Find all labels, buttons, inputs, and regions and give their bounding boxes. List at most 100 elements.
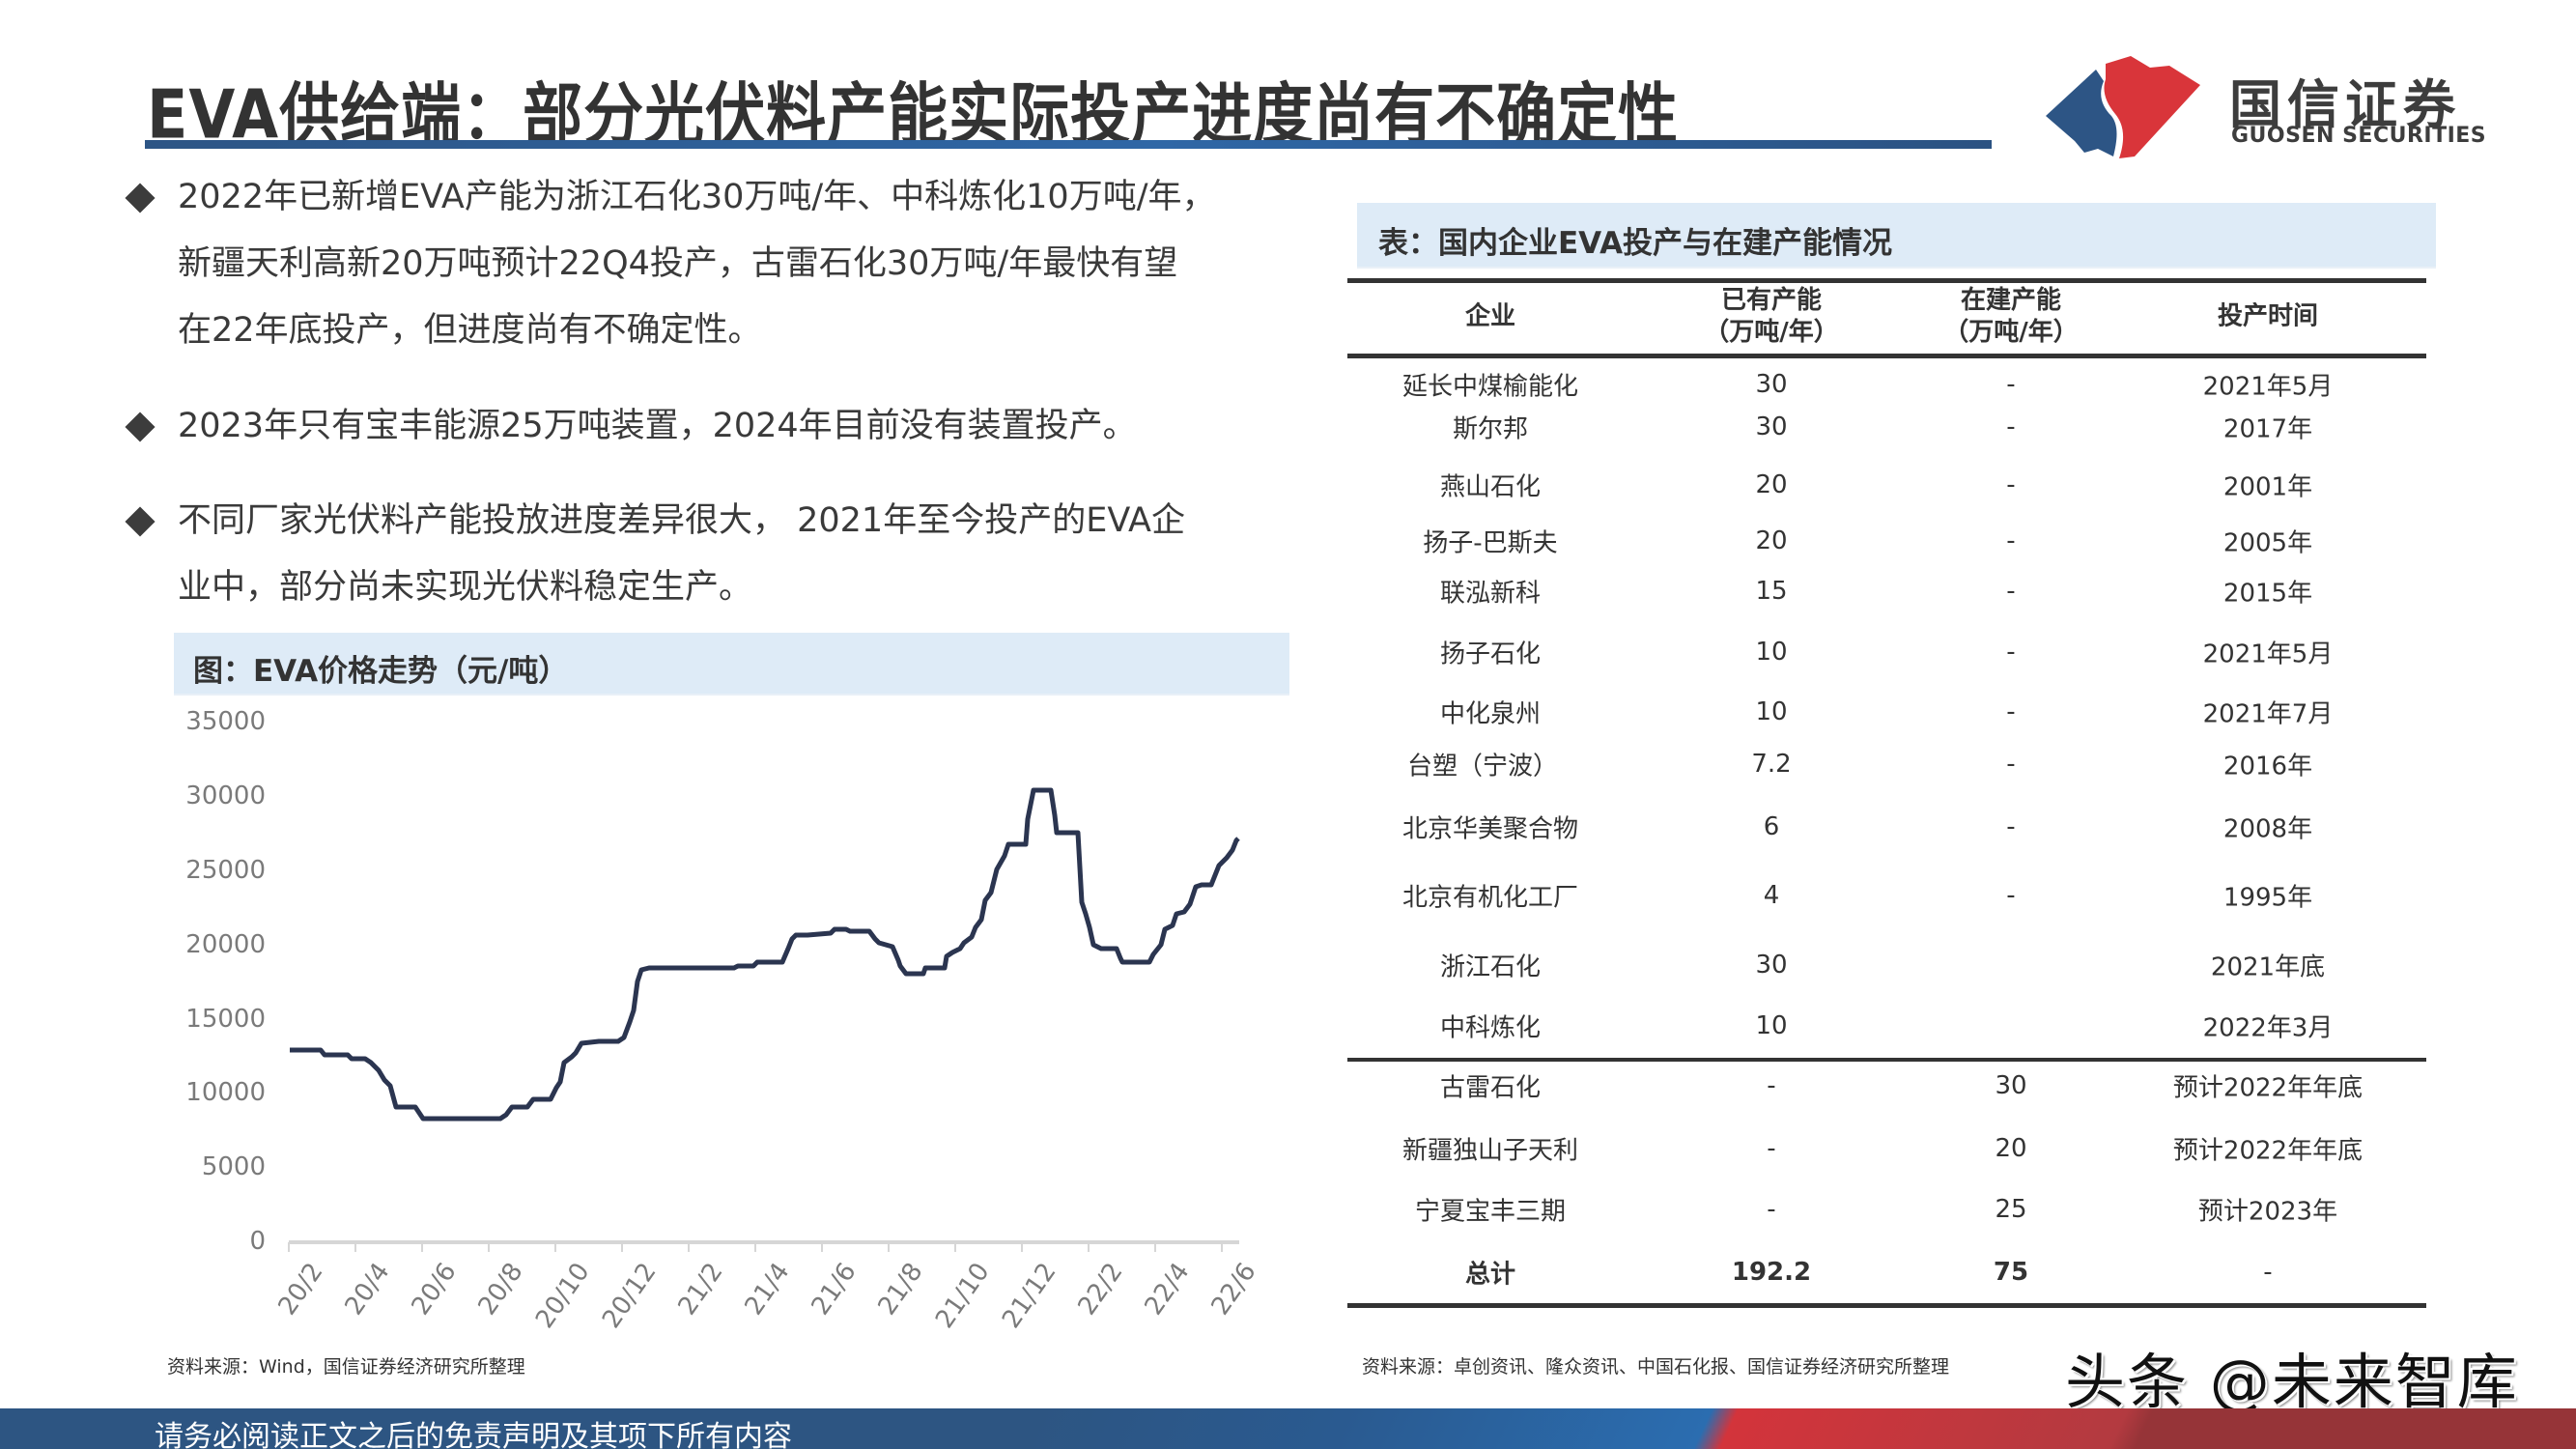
- x-tick: 20/10: [530, 1258, 596, 1334]
- y-tick: 20000: [185, 930, 266, 959]
- cell-time: 2021年5月: [2202, 639, 2334, 669]
- cell-building: -: [2006, 697, 2016, 726]
- cell-existing: -: [1767, 1195, 1776, 1224]
- x-axis-ticks: [288, 1242, 1223, 1252]
- cell-time: 2022年3月: [2202, 1013, 2334, 1043]
- x-tick: 21/8: [872, 1258, 929, 1321]
- cell-time: 预计2023年: [2197, 1197, 2338, 1227]
- bullet-2: 2023年只有宝丰能源25万吨装置，2024年目前没有装置投产。: [125, 393, 1308, 460]
- cell-company: 浙江石化: [1439, 952, 1542, 982]
- chart-plot-area: [288, 787, 1240, 1252]
- table-header-rule: [1347, 354, 2426, 358]
- table-caption: 表：国内企业EVA投产与在建产能情况: [1378, 226, 1893, 261]
- cell-building: -: [2006, 881, 2016, 910]
- bullet-1: 2022年已新增EVA产能为浙江石化30万吨/年、中科炼化10万吨/年， 新疆天…: [125, 164, 1308, 364]
- cell-company: 宁夏宝丰三期: [1414, 1197, 1567, 1227]
- bullet-line: 新疆天利高新20万吨预计22Q4投产，古雷石化30万吨/年最快有望: [178, 244, 1178, 283]
- title-underline: [145, 140, 1992, 149]
- cell-existing: 10: [1755, 697, 1788, 726]
- cell-time: 预计2022年年底: [2172, 1136, 2364, 1166]
- cell-existing: 20: [1755, 470, 1788, 499]
- bullet-line: 在22年底投产，但进度尚有不确定性。: [178, 311, 762, 350]
- cell-total-time: -: [2263, 1258, 2273, 1287]
- bullet-line: 2022年已新增EVA产能为浙江石化30万吨/年、中科炼化10万吨/年，: [178, 178, 1216, 216]
- cell-time: 2008年: [2222, 814, 2313, 844]
- col-header-existing: 已有产能 （万吨/年）: [1704, 286, 1839, 347]
- cell-building: 20: [1995, 1134, 2027, 1163]
- cell-time: 预计2022年年底: [2172, 1073, 2364, 1103]
- cell-building: -: [2006, 412, 2016, 441]
- footer-disclaimer: 请务必阅读正文之后的免责声明及其项下所有内容: [155, 1420, 792, 1449]
- cell-existing: 30: [1755, 412, 1788, 441]
- cell-company: 北京有机化工厂: [1401, 883, 1579, 913]
- cell-time: 2017年: [2222, 414, 2313, 444]
- x-tick: 21/10: [930, 1258, 996, 1334]
- cell-company: 燕山石化: [1439, 472, 1542, 502]
- cell-company: 新疆独山子天利: [1401, 1136, 1579, 1166]
- cell-company: 斯尔邦: [1452, 414, 1529, 444]
- cell-company: 中科炼化: [1439, 1013, 1542, 1043]
- cell-time: 2021年5月: [2202, 372, 2334, 402]
- bullet-line: 2023年只有宝丰能源25万吨装置，2024年目前没有装置投产。: [178, 407, 1137, 445]
- cell-existing: 6: [1763, 812, 1780, 841]
- x-tick: 22/4: [1139, 1258, 1196, 1321]
- cell-existing: 30: [1755, 951, 1788, 980]
- cell-time: 2021年底: [2210, 952, 2326, 982]
- bullet-line: 不同厂家光伏料产能投放进度差异很大， 2021年至今投产的EVA企: [178, 501, 1185, 540]
- cell-building: -: [2006, 370, 2016, 399]
- table-bottom-rule: [1347, 1303, 2426, 1308]
- watermark: 头条 @未来智库: [2065, 1347, 2519, 1417]
- figure-caption: 图：EVA价格走势（元/吨）: [193, 654, 569, 689]
- y-tick: 15000: [185, 1005, 266, 1034]
- cell-time: 2021年7月: [2202, 699, 2334, 729]
- y-tick: 30000: [185, 781, 266, 810]
- x-tick: 20/12: [597, 1258, 663, 1334]
- eva-price-line: [290, 787, 1240, 1122]
- cell-building: 25: [1995, 1195, 2027, 1224]
- x-tick: 20/8: [472, 1258, 529, 1321]
- cell-total-label: 总计: [1464, 1260, 1516, 1290]
- col-header-company: 企业: [1464, 301, 1516, 331]
- table-mid-rule: [1347, 1058, 2426, 1062]
- cell-total-existing: 192.2: [1731, 1258, 1812, 1287]
- bullet-3: 不同厂家光伏料产能投放进度差异很大， 2021年至今投产的EVA企 业中，部分尚…: [125, 488, 1308, 621]
- bullet-line: 业中，部分尚未实现光伏料稳定生产。: [178, 568, 753, 607]
- cell-building: -: [2006, 526, 2016, 555]
- y-tick: 10000: [185, 1078, 266, 1107]
- y-tick: 5000: [201, 1152, 266, 1181]
- cell-existing: 4: [1763, 881, 1780, 910]
- x-tick: 20/4: [339, 1258, 396, 1321]
- x-tick: 20/2: [272, 1258, 329, 1321]
- cell-time: 2001年: [2222, 472, 2313, 502]
- cell-building: 30: [1995, 1071, 2027, 1100]
- cell-existing: 7.2: [1751, 750, 1792, 779]
- cell-company: 台塑（宁波）: [1406, 752, 1559, 781]
- cell-time: 2005年: [2222, 528, 2313, 558]
- cell-building: -: [2006, 638, 2016, 667]
- x-tick: 22/2: [1072, 1258, 1129, 1321]
- col-header-building: 在建产能 （万吨/年）: [1943, 286, 2079, 347]
- cell-existing: -: [1767, 1071, 1776, 1100]
- table-source: 资料来源：卓创资讯、隆众资讯、中国石化报、国信证券经济研究所整理: [1362, 1356, 1950, 1378]
- cell-existing: -: [1767, 1134, 1776, 1163]
- table-top-rule: [1347, 278, 2426, 283]
- cell-company: 联泓新科: [1439, 579, 1542, 609]
- figure-caption-bar: 图：EVA价格走势（元/吨）: [174, 633, 1289, 696]
- cell-time: 2016年: [2222, 752, 2313, 781]
- x-tick: 22/6: [1205, 1258, 1262, 1321]
- cell-company: 延长中煤榆能化: [1401, 372, 1579, 402]
- cell-building: -: [2006, 812, 2016, 841]
- x-tick: 21/6: [806, 1258, 863, 1321]
- cell-company: 中化泉州: [1439, 699, 1542, 729]
- cell-company: 古雷石化: [1439, 1073, 1542, 1103]
- cell-existing: 10: [1755, 638, 1788, 667]
- cell-existing: 10: [1755, 1011, 1788, 1040]
- cell-time: 2015年: [2222, 579, 2313, 609]
- cell-existing: 30: [1755, 370, 1788, 399]
- cell-time: 1995年: [2222, 883, 2313, 913]
- cell-building: -: [2006, 577, 2016, 606]
- guosen-logo-icon: [2046, 56, 2200, 158]
- logo-name-en: GUOSEN SECURITIES: [2231, 124, 2487, 148]
- cell-company: 北京华美聚合物: [1401, 814, 1579, 844]
- cell-company: 扬子石化: [1439, 639, 1542, 669]
